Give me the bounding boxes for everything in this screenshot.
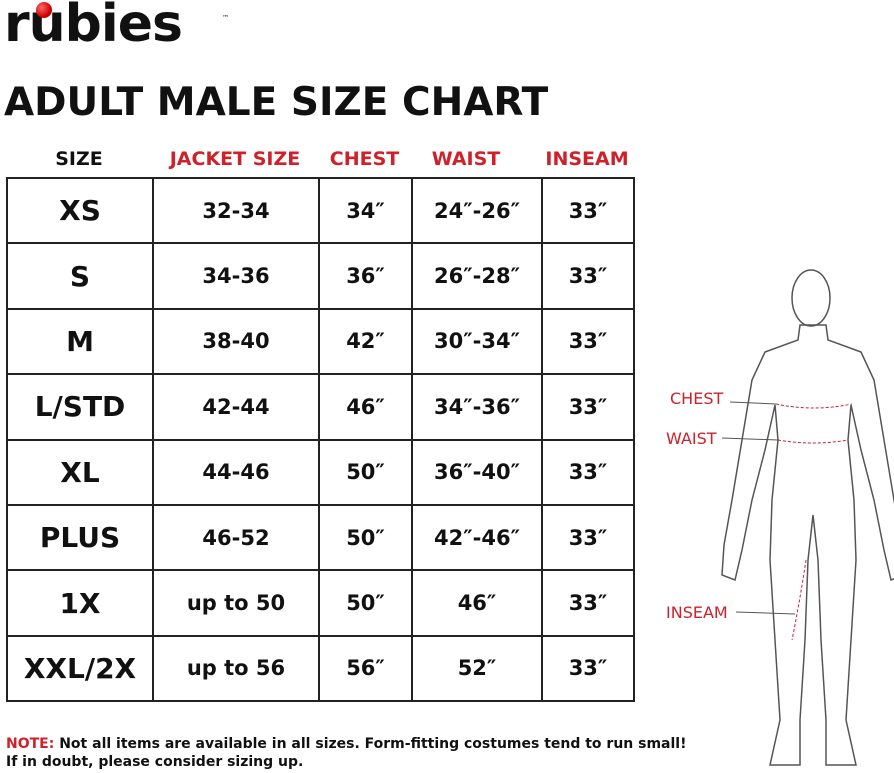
value-cell: 33″	[541, 242, 635, 310]
table-row: XXL/2X up to 56 56″ 52″ 33″	[6, 634, 635, 703]
value-cell: 42″	[318, 307, 413, 376]
head	[791, 269, 831, 327]
column-header: INSEAM	[545, 148, 629, 170]
table-row: S 34-36 36″ 26″-28″ 33″	[6, 242, 635, 310]
note-text: If in doubt, please consider sizing up.	[6, 754, 304, 770]
value-cell: 24″-26″	[411, 176, 543, 245]
value-cell: up to 56	[152, 634, 320, 703]
value-cell: 50″	[318, 438, 413, 506]
value-cell: 46-52	[152, 503, 320, 572]
value-cell: 34″	[318, 176, 413, 245]
waist-line	[777, 439, 849, 444]
value-cell: 30″-34″	[411, 307, 543, 376]
figure-label: WAIST	[666, 429, 717, 448]
value-cell: 33″	[541, 503, 635, 572]
table-row: 1X up to 50 50″ 46″ 33″	[6, 569, 635, 637]
value-cell: 33″	[541, 176, 635, 245]
size-cell: L/STD	[6, 373, 154, 441]
value-cell: 42-44	[152, 373, 320, 441]
inseam-line	[791, 559, 807, 641]
table-row: PLUS 46-52 50″ 42″-46″ 33″	[6, 503, 635, 572]
value-cell: up to 50	[152, 569, 320, 637]
value-cell: 33″	[541, 569, 635, 637]
chest-line	[775, 403, 853, 409]
size-cell: XXL/2X	[6, 634, 154, 703]
table-row: L/STD 42-44 46″ 34″-36″ 33″	[6, 373, 635, 441]
logo: rubies	[4, 0, 183, 54]
figure-label: INSEAM	[666, 603, 728, 622]
size-cell: 1X	[6, 569, 154, 637]
silhouette	[721, 324, 894, 766]
table-row: XL 44-46 50″ 36″-40″ 33″	[6, 438, 635, 506]
title: ADULT MALE SIZE CHART	[4, 80, 549, 125]
size-cell: XS	[6, 176, 154, 245]
column-header: CHEST	[329, 148, 400, 170]
logo-ball	[36, 2, 52, 18]
table-row: M 38-40 42″ 30″-34″ 33″	[6, 307, 635, 376]
value-cell: 46″	[411, 569, 543, 637]
column-header: SIZE	[55, 148, 103, 170]
note-text: Not all items are available in all sizes…	[59, 736, 687, 752]
value-cell: 38-40	[152, 307, 320, 376]
value-cell: 34″-36″	[411, 373, 543, 441]
value-cell: 32-34	[152, 176, 320, 245]
note-label: NOTE:	[6, 736, 55, 752]
value-cell: 36″	[318, 242, 413, 310]
note: NOTE: Not all items are available in all…	[6, 735, 687, 771]
value-cell: 34-36	[152, 242, 320, 310]
value-cell: 33″	[541, 307, 635, 376]
table-row: XS 32-34 34″ 24″-26″ 33″	[6, 176, 635, 245]
size-cell: M	[6, 307, 154, 376]
value-cell: 50″	[318, 503, 413, 572]
value-cell: 36″-40″	[411, 438, 543, 506]
value-cell: 46″	[318, 373, 413, 441]
value-cell: 33″	[541, 373, 635, 441]
figure-label: CHEST	[670, 389, 723, 408]
value-cell: 52″	[411, 634, 543, 703]
column-header: WAIST	[431, 148, 501, 170]
size-table: XS 32-34 34″ 24″-26″ 33″ S 34-36 36″ 26″-28″ 33″ M…	[6, 176, 635, 703]
pointer	[721, 437, 779, 441]
size-cell: XL	[6, 438, 154, 506]
value-cell: 50″	[318, 569, 413, 637]
value-cell: 33″	[541, 634, 635, 703]
value-cell: 26″-28″	[411, 242, 543, 310]
size-cell: S	[6, 242, 154, 310]
value-cell: 42″-46″	[411, 503, 543, 572]
value-cell: 44-46	[152, 438, 320, 506]
value-cell: 33″	[541, 438, 635, 506]
column-header: JACKET SIZE	[169, 148, 301, 170]
pointer	[735, 611, 796, 615]
size-cell: PLUS	[6, 503, 154, 572]
pointer	[729, 401, 777, 405]
value-cell: 56″	[318, 634, 413, 703]
table-body: XS 32-34 34″ 24″-26″ 33″ S 34-36 36″ 26″-28″ 33″ M…	[6, 176, 635, 703]
trademark: ™	[222, 14, 229, 22]
